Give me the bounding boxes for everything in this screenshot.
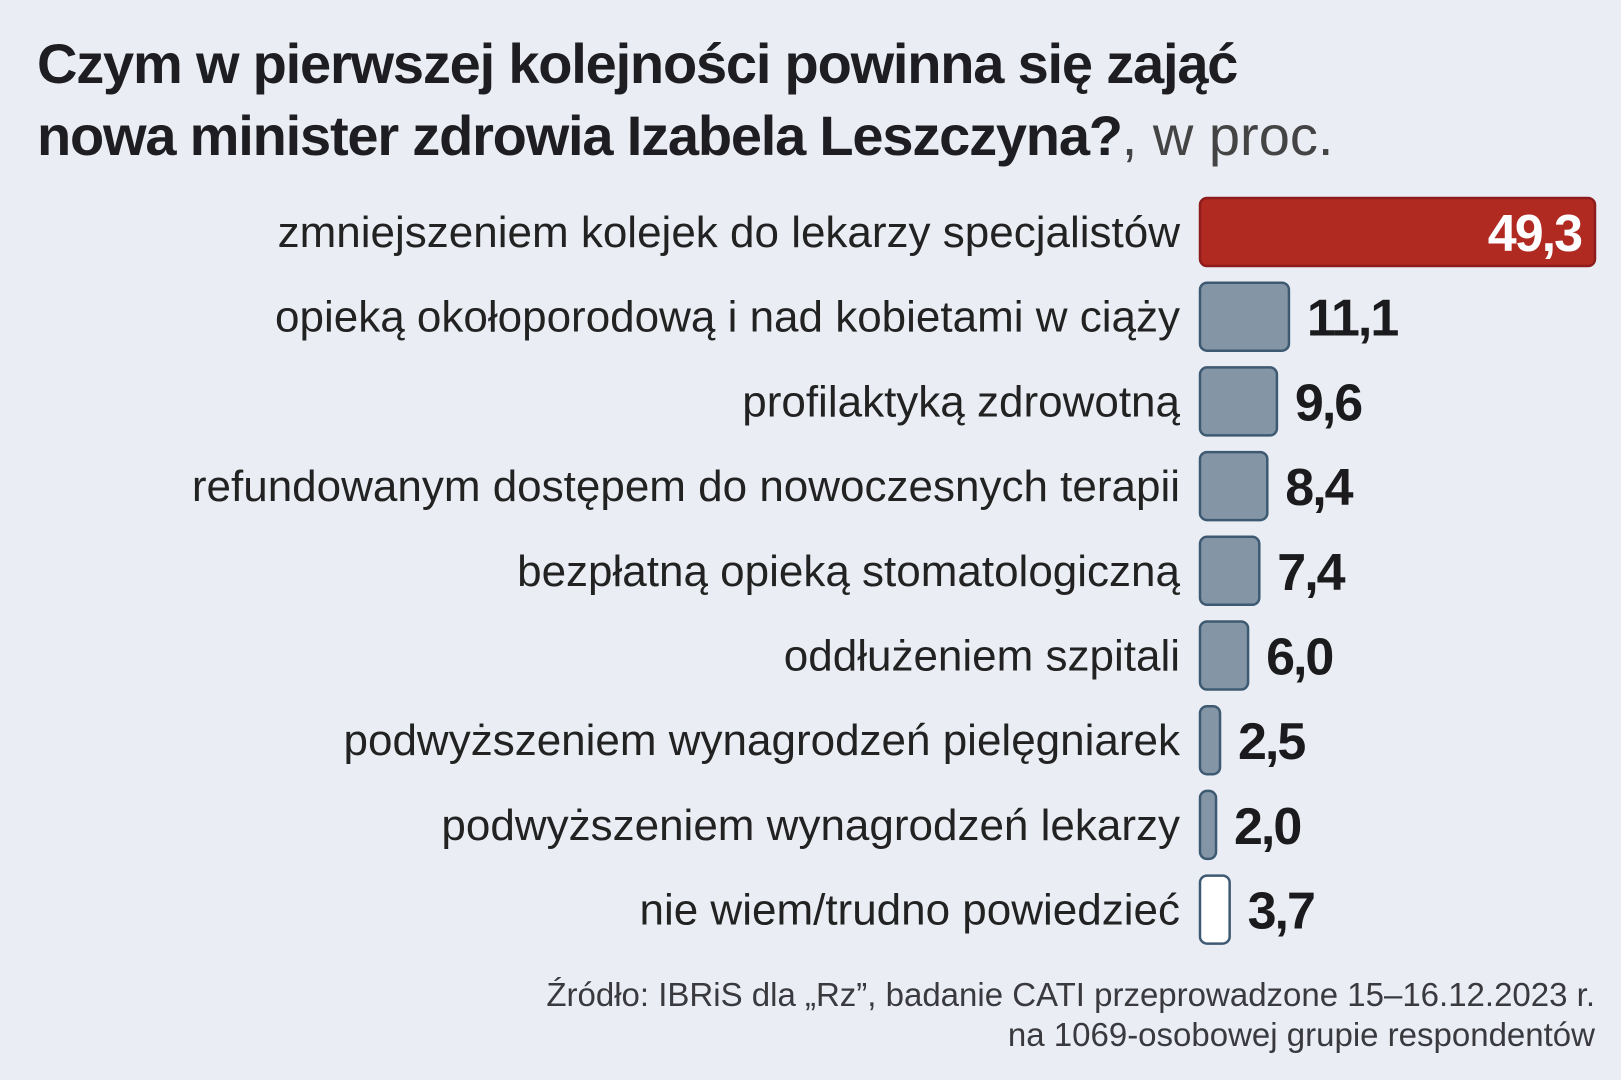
bar [1198, 281, 1291, 352]
bar [1198, 366, 1279, 437]
bar [1198, 620, 1250, 691]
value-label: 49,3 [1488, 205, 1582, 263]
value-label: 11,1 [1307, 290, 1398, 348]
bar [1198, 789, 1218, 861]
source-line-1: Źródło: IBRiS dla „Rz”, badanie CATI prz… [546, 976, 1595, 1013]
value-label: 9,6 [1295, 374, 1362, 432]
title-line-1: Czym w pierwszej kolejności powinna się … [37, 32, 1238, 95]
value-label: 3,7 [1248, 883, 1314, 941]
bar [1198, 704, 1222, 776]
category-label: oddłużeniem szpitali [784, 632, 1180, 681]
value-label: 8,4 [1285, 459, 1353, 517]
category-label: refundowanym dostępem do nowoczesnych te… [192, 462, 1180, 511]
category-label: profilaktyką zdrowotną [742, 377, 1180, 426]
bar [1198, 450, 1269, 522]
title-unit: , w proc. [1121, 104, 1334, 167]
title-line-2: nowa minister zdrowia Izabela Leszczyna? [37, 104, 1123, 167]
category-label: podwyższeniem wynagrodzeń lekarzy [441, 801, 1180, 850]
value-label: 6,0 [1266, 629, 1332, 687]
category-label: bezpłatną opieką stomatologiczną [517, 547, 1180, 596]
chart-title: Czym w pierwszej kolejności powinna się … [37, 28, 1597, 172]
category-label: opieką okołoporodową i nad kobietami w c… [275, 293, 1180, 342]
bar [1198, 535, 1261, 607]
source-note: Źródło: IBRiS dla „Rz”, badanie CATI prz… [546, 975, 1595, 1055]
bar [1198, 196, 1597, 268]
value-label: 2,5 [1238, 713, 1305, 771]
category-label: nie wiem/trudno powiedzieć [639, 886, 1180, 935]
value-label: 7,4 [1277, 544, 1345, 602]
category-label: podwyższeniem wynagrodzeń pielęgniarek [344, 716, 1181, 765]
bar [1198, 874, 1231, 945]
source-line-2: na 1069-osobowej grupie respondentów [1007, 1016, 1595, 1053]
category-label: zmniejszeniem kolejek do lekarzy specjal… [278, 208, 1181, 257]
value-label: 2,0 [1234, 798, 1300, 856]
